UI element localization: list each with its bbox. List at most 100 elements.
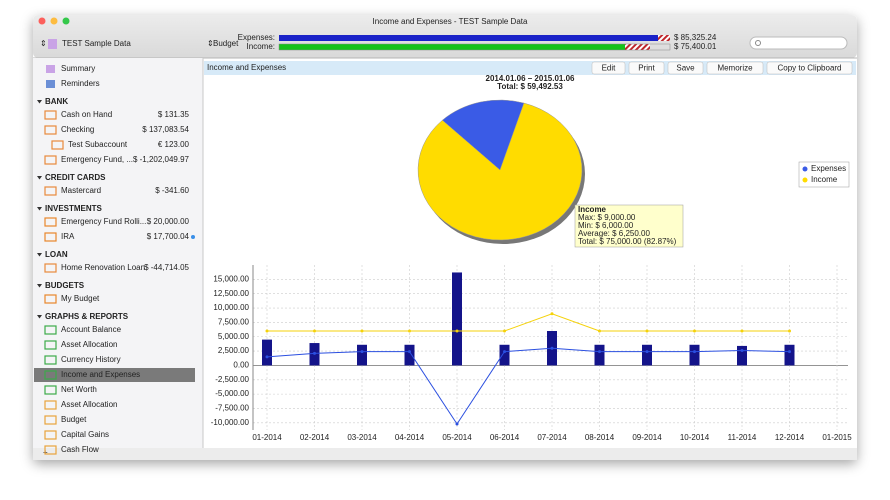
point xyxy=(503,329,506,333)
sidebar-item[interactable]: Asset Allocation xyxy=(61,400,117,409)
expenses-label: Expenses: xyxy=(238,33,275,42)
disclosure[interactable] xyxy=(37,207,42,211)
button-label[interactable]: Save xyxy=(676,64,695,73)
disclosure[interactable] xyxy=(37,284,42,288)
tooltip-line: Min: $ 6,000.00 xyxy=(578,221,634,230)
sidebar-item[interactable]: Home Renovation Loan xyxy=(61,263,145,272)
x-tick-label: 07-2014 xyxy=(537,433,567,442)
sidebar-item[interactable]: My Budget xyxy=(61,294,100,303)
income-total: $ 75,400.01 xyxy=(674,42,717,51)
sidebar-item[interactable]: Emergency Fund Rolli... xyxy=(61,217,146,226)
search-icon xyxy=(755,40,761,46)
button[interactable] xyxy=(628,61,665,75)
x-tick-label: 04-2014 xyxy=(395,433,425,442)
bar xyxy=(262,339,272,366)
legend-swatch xyxy=(802,166,808,172)
button-label[interactable]: Edit xyxy=(602,64,617,73)
point xyxy=(598,329,601,333)
point xyxy=(740,329,744,333)
point xyxy=(550,346,554,350)
pie-slice xyxy=(417,102,583,241)
budget[interactable]: Budget xyxy=(213,39,239,48)
button[interactable] xyxy=(667,61,704,75)
button-label[interactable]: Print xyxy=(638,64,655,73)
point xyxy=(645,329,649,333)
x-tick-label: 09-2014 xyxy=(632,433,662,442)
sidebar-item[interactable]: Capital Gains xyxy=(61,430,109,439)
window-title: Income and Expenses - TEST Sample Data xyxy=(373,17,528,26)
pie-slice xyxy=(441,99,525,171)
item-amount: $ -1,202,049.97 xyxy=(133,155,190,164)
item-icon xyxy=(44,294,57,304)
bar xyxy=(499,344,510,366)
x-tick-label: 03-2014 xyxy=(347,433,377,442)
tooltip xyxy=(574,204,684,248)
y-tick-label: -5,000.00 xyxy=(215,389,249,398)
sidebar-item[interactable]: Mastercard xyxy=(61,186,101,195)
sidebar-item[interactable]: Test Subaccount xyxy=(68,140,128,149)
point xyxy=(788,350,791,354)
point xyxy=(598,350,601,354)
close[interactable] xyxy=(38,17,46,25)
sidebar-item[interactable]: Cash Flow xyxy=(61,445,99,454)
bar xyxy=(784,344,795,366)
disclosure[interactable] xyxy=(37,176,42,180)
item-icon xyxy=(44,370,57,380)
minimize[interactable] xyxy=(50,17,58,25)
item-amount: $ 20,000.00 xyxy=(147,217,190,226)
file-icon xyxy=(48,39,57,49)
x-tick-label: 02-2014 xyxy=(300,433,330,442)
sidebar-item[interactable]: Asset Allocation xyxy=(61,340,117,349)
search-field[interactable] xyxy=(749,36,848,50)
legend-label: Expenses xyxy=(811,164,846,173)
disclosure[interactable] xyxy=(37,253,42,257)
selection xyxy=(34,368,195,382)
y-tick-label: -2,500.00 xyxy=(215,375,249,384)
income-remaining xyxy=(625,44,650,50)
item-icon xyxy=(44,110,57,120)
point xyxy=(645,350,649,354)
disclosure[interactable] xyxy=(37,315,42,319)
sidebar-item[interactable]: Checking xyxy=(61,125,94,134)
y-tick-label: 2,500.00 xyxy=(218,346,250,355)
item-amount: $ 131.35 xyxy=(158,110,190,119)
sidebar-item[interactable]: Summary xyxy=(61,64,95,73)
x-tick-label: 01-2015 xyxy=(822,433,852,442)
button[interactable] xyxy=(706,61,764,75)
sidebar-item[interactable]: Currency History xyxy=(61,355,121,364)
sidebar-item[interactable]: Budget xyxy=(61,415,87,424)
sidebar-item[interactable]: IRA xyxy=(61,232,75,241)
file-name[interactable]: TEST Sample Data xyxy=(62,39,131,48)
item-icon xyxy=(44,232,57,242)
zoom[interactable] xyxy=(62,17,70,25)
sidebar-item[interactable]: Cash on Hand xyxy=(61,110,112,119)
item-icon xyxy=(44,400,57,410)
bar xyxy=(642,344,652,366)
point xyxy=(265,329,269,333)
button[interactable] xyxy=(766,61,853,75)
y-tick-label: 0.00 xyxy=(233,361,249,370)
updown[interactable]: ⇕ xyxy=(207,39,214,48)
point xyxy=(455,329,459,333)
updown[interactable]: ⇕ xyxy=(40,39,47,48)
item-icon xyxy=(44,385,57,395)
item-amount: $ -341.60 xyxy=(155,186,189,195)
x-tick-label: 10-2014 xyxy=(680,433,710,442)
y-tick-label: 10,000.00 xyxy=(213,303,249,312)
bar xyxy=(357,344,367,366)
x-tick-label: 05-2014 xyxy=(442,433,472,442)
x-tick-label: 06-2014 xyxy=(490,433,520,442)
button-label[interactable]: Copy to Clipboard xyxy=(777,64,841,73)
y-tick-label: 15,000.00 xyxy=(213,274,249,283)
sidebar-item[interactable]: Emergency Fund, ... xyxy=(61,155,133,164)
button[interactable] xyxy=(591,61,626,75)
sidebar-item[interactable]: Income and Expenses xyxy=(61,370,140,379)
sidebar-item[interactable]: Account Balance xyxy=(61,325,122,334)
sidebar-item[interactable]: Net Worth xyxy=(61,385,97,394)
disclosure[interactable] xyxy=(37,100,42,104)
sidebar-item[interactable]: Reminders xyxy=(61,79,100,88)
button-label[interactable]: Memorize xyxy=(717,64,753,73)
report-title: Income and Expenses xyxy=(207,63,286,72)
